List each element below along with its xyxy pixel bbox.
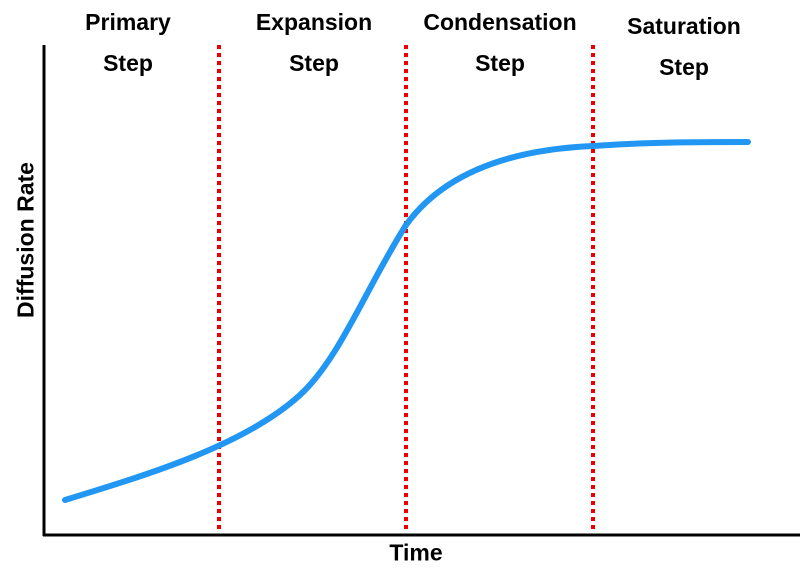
phase-label: Condensation Step	[423, 9, 577, 76]
y-axis-label: Diffusion Rate	[12, 162, 39, 318]
x-axis-label: Time	[389, 539, 443, 566]
diffusion-curve	[62, 139, 751, 503]
phase-label: Primary Step	[85, 9, 171, 76]
phase-label: Saturation Step	[627, 13, 741, 80]
phase-label: Expansion Step	[255, 9, 373, 76]
